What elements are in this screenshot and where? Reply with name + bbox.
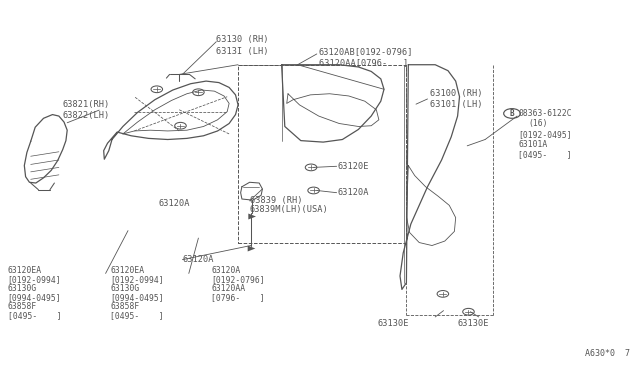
Text: 63120A: 63120A <box>338 188 369 197</box>
Text: 6313I (LH): 6313I (LH) <box>216 47 269 56</box>
Text: 63130E: 63130E <box>458 319 489 328</box>
Text: 63130 (RH): 63130 (RH) <box>216 35 269 44</box>
Text: [0994-0495]: [0994-0495] <box>110 293 164 302</box>
Text: 63822(LH): 63822(LH) <box>63 111 110 120</box>
Polygon shape <box>248 246 255 251</box>
Text: [0495-    ]: [0495- ] <box>518 151 572 160</box>
Text: [0796-    ]: [0796- ] <box>211 293 265 302</box>
Text: 63100 (RH): 63100 (RH) <box>430 89 483 98</box>
Text: 63120A: 63120A <box>159 199 190 208</box>
Text: 63130G: 63130G <box>8 284 37 293</box>
Text: [0192-0994]: [0192-0994] <box>110 275 164 284</box>
Text: 63120E: 63120E <box>338 162 369 171</box>
Text: 63120EA: 63120EA <box>110 266 144 275</box>
Text: 63101A: 63101A <box>518 140 548 149</box>
Text: 63858F: 63858F <box>110 302 140 311</box>
Text: 63120AA[0796-   ]: 63120AA[0796- ] <box>319 58 408 67</box>
Text: [0495-    ]: [0495- ] <box>8 311 61 320</box>
Text: 63858F: 63858F <box>8 302 37 311</box>
Bar <box>238 65 406 243</box>
Text: A630*0  7: A630*0 7 <box>586 349 630 358</box>
Text: [0495-    ]: [0495- ] <box>110 311 164 320</box>
Text: 63120EA: 63120EA <box>8 266 42 275</box>
Text: [0192-0994]: [0192-0994] <box>8 275 61 284</box>
Text: 63120A: 63120A <box>211 266 241 275</box>
Text: 63839M(LH)(USA): 63839M(LH)(USA) <box>250 205 328 214</box>
Text: 63101 (LH): 63101 (LH) <box>430 100 483 109</box>
Text: 63839 (RH): 63839 (RH) <box>250 196 302 205</box>
Text: 63130G: 63130G <box>110 284 140 293</box>
Text: 08363-6122C: 08363-6122C <box>518 109 572 118</box>
Text: 63120AB[0192-0796]: 63120AB[0192-0796] <box>319 47 413 56</box>
Text: 63120AA: 63120AA <box>211 284 245 293</box>
Text: 63120A: 63120A <box>182 255 214 264</box>
Text: (16): (16) <box>528 119 547 128</box>
Text: 63130E: 63130E <box>378 319 409 328</box>
Text: B: B <box>509 109 515 118</box>
Text: 63821(RH): 63821(RH) <box>63 100 110 109</box>
Text: [0192-0796]: [0192-0796] <box>211 275 265 284</box>
Text: [0192-0495]: [0192-0495] <box>518 130 572 139</box>
Text: [0994-0495]: [0994-0495] <box>8 293 61 302</box>
Polygon shape <box>248 214 256 219</box>
